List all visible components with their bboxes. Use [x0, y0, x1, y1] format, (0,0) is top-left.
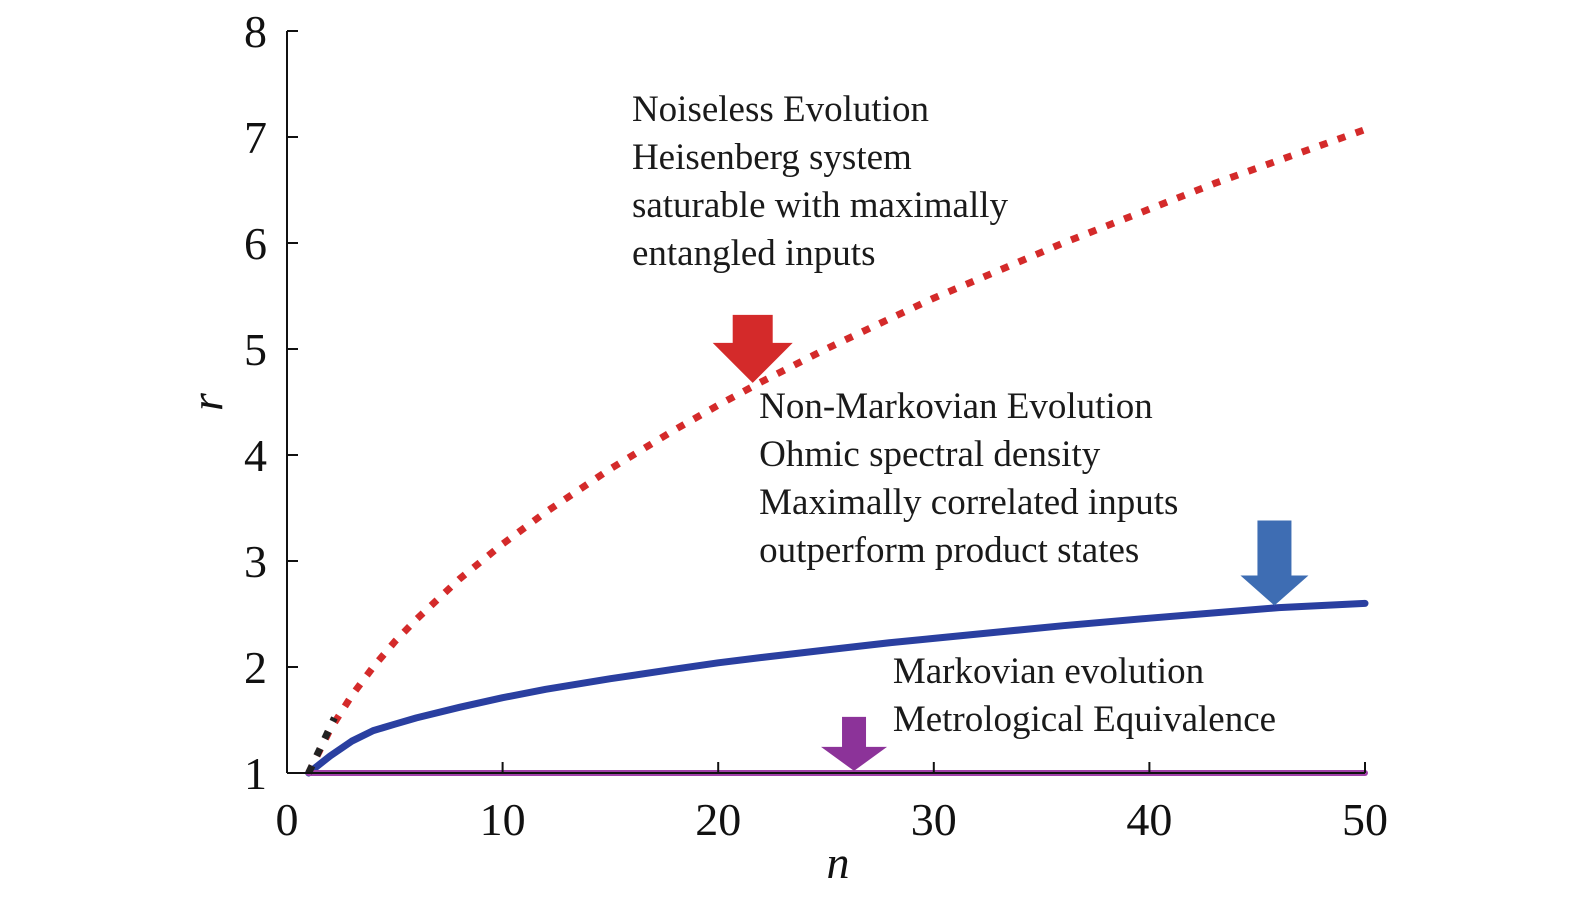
annotation-line: Metrological Equivalence	[893, 699, 1276, 740]
axes: 0 10 20 30 40 50 1 2 3 4 5 6 7 8	[244, 6, 1388, 845]
y-tick-label: 3	[244, 536, 267, 587]
x-tick-label: 40	[1126, 794, 1172, 845]
x-tick-label: 30	[911, 794, 957, 845]
annotation-arrow-1	[712, 314, 793, 383]
annotation-line: Maximally correlated inputs	[759, 482, 1178, 523]
annotations: Noiseless Evolution Heisenberg system satu…	[632, 89, 1276, 740]
x-tick-label: 0	[276, 794, 299, 845]
annotation-line: Noiseless Evolution	[632, 89, 929, 130]
y-tick-label: 8	[244, 6, 267, 57]
y-tick-label: 7	[244, 112, 267, 163]
annotation-text-3: Markovian evolution Metrological Equivale…	[893, 651, 1276, 740]
y-tick-label: 5	[244, 324, 267, 375]
annotation-arrow-2	[1240, 520, 1309, 606]
annotation-line: Heisenberg system	[632, 137, 912, 178]
x-tick-label: 50	[1342, 794, 1388, 845]
y-tick-label: 1	[244, 748, 267, 799]
annotation-line: outperform product states	[759, 530, 1139, 571]
x-tick-label: 10	[480, 794, 526, 845]
annotation-line: Markovian evolution	[893, 651, 1204, 692]
x-tick-label: 20	[695, 794, 741, 845]
annotation-line: saturable with maximally	[632, 185, 1009, 226]
annotation-text-1: Noiseless Evolution Heisenberg system satu…	[632, 89, 1009, 274]
y-tick-label: 4	[244, 430, 267, 481]
x-axis-title: n	[827, 837, 850, 888]
y-axis-title: r	[181, 392, 232, 411]
annotation-line: entangled inputs	[632, 233, 876, 274]
series-line-1	[305, 126, 1367, 775]
annotation-arrow-3	[821, 716, 888, 771]
annotation-arrows	[712, 314, 1309, 771]
annotation-line: Non-Markovian Evolution	[759, 386, 1153, 427]
annotation-line: Ohmic spectral density	[759, 434, 1101, 475]
series-line-2	[305, 599, 1369, 777]
y-tick-label: 6	[244, 218, 267, 269]
y-tick-label: 2	[244, 642, 267, 693]
annotation-text-2: Non-Markovian Evolution Ohmic spectral de…	[759, 386, 1178, 571]
